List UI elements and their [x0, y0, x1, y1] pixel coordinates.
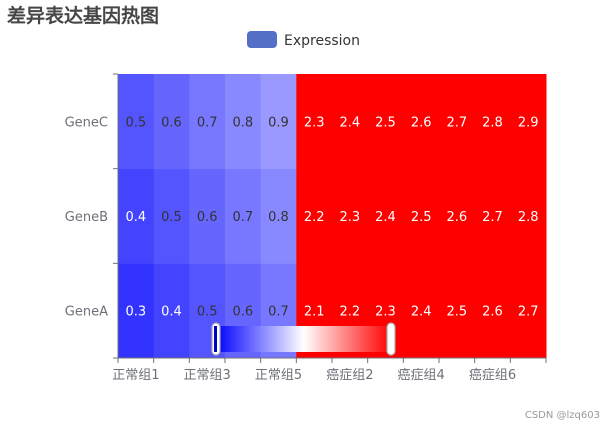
watermark: CSDN @lzq603	[525, 410, 600, 421]
y-axis-tick-label: GeneA	[65, 305, 108, 320]
visual-map-bar	[216, 326, 391, 352]
heatmap-cell	[510, 168, 547, 264]
heatmap-cell	[403, 74, 440, 170]
cell-value-label: 2.4	[339, 115, 360, 130]
heatmap-cell	[118, 74, 155, 170]
cell-value-label: 0.6	[197, 210, 218, 225]
cell-value-label: 2.3	[339, 210, 360, 225]
heatmap-cell	[153, 168, 190, 264]
x-axis-tick-label: 癌症组2	[326, 367, 373, 383]
cell-value-label: 0.5	[161, 210, 182, 225]
cell-value-label: 0.6	[161, 115, 182, 130]
heatmap-cell	[189, 74, 226, 170]
heatmap-cell	[153, 263, 190, 359]
y-axis-tick-label: GeneC	[65, 115, 108, 130]
cell-value-label: 2.1	[304, 305, 325, 320]
heatmap-cell	[474, 263, 511, 359]
cell-value-label: 2.8	[518, 210, 539, 225]
legend-swatch	[247, 31, 277, 48]
y-axis-tick-label: GeneB	[65, 210, 108, 225]
heatmap-cell	[510, 74, 547, 170]
cell-value-label: 0.4	[125, 210, 146, 225]
cell-value-label: 0.9	[268, 115, 289, 130]
heatmap-cell	[332, 168, 369, 264]
cell-value-label: 2.6	[411, 115, 432, 130]
cell-value-label: 0.7	[232, 210, 253, 225]
heatmap-cell	[474, 74, 511, 170]
cell-value-label: 2.8	[482, 115, 503, 130]
cell-value-label: 2.6	[446, 210, 467, 225]
heatmap-cell	[296, 74, 333, 170]
cell-value-label: 2.2	[304, 210, 325, 225]
x-axis-tick-label: 癌症组4	[398, 367, 445, 383]
cell-value-label: 2.2	[339, 305, 360, 320]
visual-map-handle-inner	[214, 326, 217, 352]
heatmap-cell	[118, 263, 155, 359]
cell-value-label: 2.9	[518, 115, 539, 130]
heatmap-cell	[474, 168, 511, 264]
cell-value-label: 0.7	[268, 305, 289, 320]
cell-value-label: 0.7	[197, 115, 218, 130]
x-axis-tick-label: 癌症组6	[469, 367, 516, 383]
heatmap-cell	[189, 168, 226, 264]
heatmap-cell	[439, 263, 476, 359]
heatmap-cell	[403, 263, 440, 359]
heatmap-cell	[118, 168, 155, 264]
heatmap-cell	[367, 74, 404, 170]
x-axis-tick-label: 正常组1	[112, 368, 159, 383]
heatmap-cell	[225, 74, 262, 170]
cell-value-label: 2.5	[446, 305, 467, 320]
heatmap-cell	[510, 263, 547, 359]
visual-map[interactable]	[211, 300, 396, 356]
heatmap-cell	[225, 168, 262, 264]
heatmap-cell	[403, 168, 440, 264]
heatmap-cell	[296, 168, 333, 264]
cell-value-label: 0.4	[161, 305, 182, 320]
cell-value-label: 2.5	[411, 210, 432, 225]
heatmap-cell-labels: 0.3 0.4 0.5 0.6 0.7 2.1 2.2 2.3 2.4 2.5 2.6 2.7 0.4 0…	[125, 115, 538, 319]
heatmap-cell	[260, 168, 297, 264]
cell-value-label: 2.4	[411, 305, 432, 320]
x-axis-tick-label: 正常组5	[255, 368, 302, 383]
cell-value-label: 2.6	[482, 305, 503, 320]
cell-value-label: 2.7	[446, 115, 467, 130]
cell-value-label: 0.3	[125, 305, 146, 320]
cell-value-label: 0.8	[232, 115, 253, 130]
cell-value-label: 0.8	[268, 210, 289, 225]
cell-value-label: 0.5	[197, 305, 218, 320]
cell-value-label: 2.5	[375, 115, 396, 130]
cell-value-label: 2.4	[375, 210, 396, 225]
cell-value-label: 2.3	[375, 305, 396, 320]
cell-value-label: 2.3	[304, 115, 325, 130]
heatmap-cell	[153, 74, 190, 170]
legend-label: Expression	[284, 33, 360, 49]
heatmap-cell	[260, 74, 297, 170]
heatmap-cell	[332, 74, 369, 170]
chart-title: 差异表达基因热图	[7, 4, 159, 27]
legend-item-expression[interactable]: Expression	[247, 31, 360, 49]
cell-value-label: 2.7	[518, 305, 539, 320]
heatmap-cell	[439, 74, 476, 170]
visual-map-handle-high[interactable]	[386, 322, 396, 356]
cell-value-label: 0.6	[232, 305, 253, 320]
cell-value-label: 2.7	[482, 210, 503, 225]
heatmap-axes: GeneA GeneB GeneC 正常组1 正常组3 正常组5 癌症组2 癌症组4 癌症组6	[65, 73, 547, 383]
cell-value-label: 0.5	[125, 115, 146, 130]
heatmap-cell	[439, 168, 476, 264]
x-axis-tick-label: 正常组3	[184, 368, 231, 383]
heatmap-cell	[367, 168, 404, 264]
